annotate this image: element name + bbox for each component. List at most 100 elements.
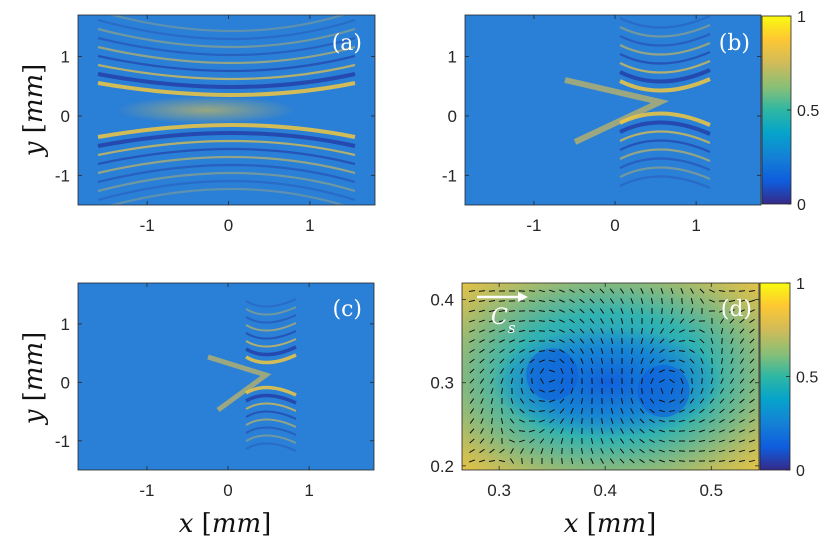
quiver-arrow (669, 328, 675, 334)
quiver-arrow (549, 418, 555, 424)
quiver-arrow (629, 418, 635, 424)
quiver-arrow (539, 368, 545, 374)
colorbar-tick-label: 1 (796, 276, 805, 293)
quiver-arrow (620, 418, 624, 424)
colorbar-tick-label: 0.5 (797, 103, 819, 120)
quiver-arrow (489, 339, 495, 343)
quiver-arrow (749, 439, 755, 443)
quiver-arrow (589, 298, 595, 304)
quiver-arrow (650, 288, 654, 294)
quiver-arrow (689, 349, 695, 353)
quiver-arrow (680, 378, 684, 384)
quiver-arrow (488, 459, 496, 463)
quiver-arrow (570, 408, 574, 414)
quiver-arrow (749, 378, 755, 384)
fringe-line (97, 155, 356, 175)
quiver-arrow (630, 408, 634, 414)
quiver-arrow (631, 367, 633, 375)
x-ticks-d: 0.3 0.4 0.5 (487, 283, 723, 500)
quiver-arrow (649, 358, 655, 364)
quiver-arrow (549, 369, 555, 373)
quiver-arrow (508, 310, 516, 312)
quiver-arrow (609, 298, 615, 304)
quiver-arrow (631, 337, 633, 345)
quiver-arrow (728, 299, 736, 303)
quiver-arrow (729, 388, 735, 394)
quiver-arrow (559, 329, 565, 333)
x-tick-label: 1 (304, 481, 313, 500)
quiver-arrow (528, 429, 536, 433)
quiver-arrow (718, 439, 726, 443)
quiver-arrow (689, 408, 695, 414)
quiver-arrow (519, 408, 525, 414)
quiver-arrow (469, 348, 475, 354)
quiver-arrow (659, 338, 665, 344)
quiver-arrow (679, 359, 685, 363)
quiver-arrow (468, 319, 476, 323)
quiver-arrow (529, 358, 535, 364)
quiver-arrow (668, 349, 676, 353)
quiver-arrow (658, 429, 666, 433)
quiver-arrow (678, 340, 686, 342)
y-tick-label: 0.4 (430, 291, 454, 310)
x-tick-label: -1 (526, 216, 541, 235)
quiver-arrow (660, 288, 664, 294)
quiver-arrow (539, 419, 545, 423)
quiver-arrow (649, 429, 655, 433)
shock-band (564, 77, 670, 145)
quiver-arrow (529, 349, 535, 353)
quiver-arrow (549, 399, 555, 403)
quiver-arrow (620, 428, 624, 434)
quiver-arrow (590, 348, 594, 354)
quiver-arrow (739, 348, 745, 354)
axes-frame-c (77, 282, 375, 471)
quiver-arrow (719, 388, 725, 394)
quiver-arrow (500, 378, 504, 384)
fringe-line (97, 63, 356, 81)
quiver-arrow (710, 377, 714, 385)
quiver-arrow (540, 378, 544, 384)
quiver-arrow (559, 418, 565, 424)
quiver-arrow (631, 347, 633, 355)
quiver-arrow (548, 349, 556, 353)
quiver-arrow (528, 339, 536, 343)
x-tick-label: 1 (691, 216, 700, 235)
quiver-arrow (499, 329, 505, 333)
quiver-arrow (709, 398, 715, 404)
quiver-arrow (468, 290, 476, 292)
quiver-arrow (469, 358, 475, 364)
quiver-arrow (659, 359, 665, 363)
quiver-arrow (711, 357, 713, 365)
quiver-arrow (480, 418, 484, 424)
quiver-arrow (738, 459, 746, 463)
quiver-arrow (500, 427, 504, 435)
fringe-line (97, 123, 356, 139)
quiver-arrow (600, 338, 604, 344)
quiver-arrow (669, 378, 675, 384)
y-tick-label: -1 (55, 432, 70, 451)
quiver-arrow (730, 368, 734, 374)
quiver-arrow (488, 309, 496, 313)
quiver-arrow (719, 408, 725, 414)
quiver-arrow (529, 398, 535, 404)
quiver-arrow (469, 408, 475, 414)
quiver-arrow (478, 309, 486, 313)
quiver-arrow (559, 339, 565, 343)
x-ticks-b: -1 0 1 (526, 15, 701, 235)
quiver-arrows-d (468, 288, 756, 465)
quiver-arrow (580, 397, 584, 405)
quiver-arrow (478, 319, 486, 323)
quiver-arrow (520, 368, 524, 374)
quiver-arrow (469, 428, 475, 434)
quiver-arrow (580, 348, 584, 354)
quiver-arrow (559, 398, 565, 404)
y-tick-label: 0.3 (430, 374, 454, 393)
quiver-arrow (559, 388, 565, 394)
quiver-arrow (649, 459, 655, 463)
y-ticks-a: 1 0 -1 (55, 48, 375, 185)
quiver-arrow (718, 460, 726, 462)
quiver-arrow (739, 309, 745, 313)
quiver-arrow (570, 427, 574, 435)
fringe-line (619, 120, 711, 136)
quiver-arrow (738, 290, 746, 292)
